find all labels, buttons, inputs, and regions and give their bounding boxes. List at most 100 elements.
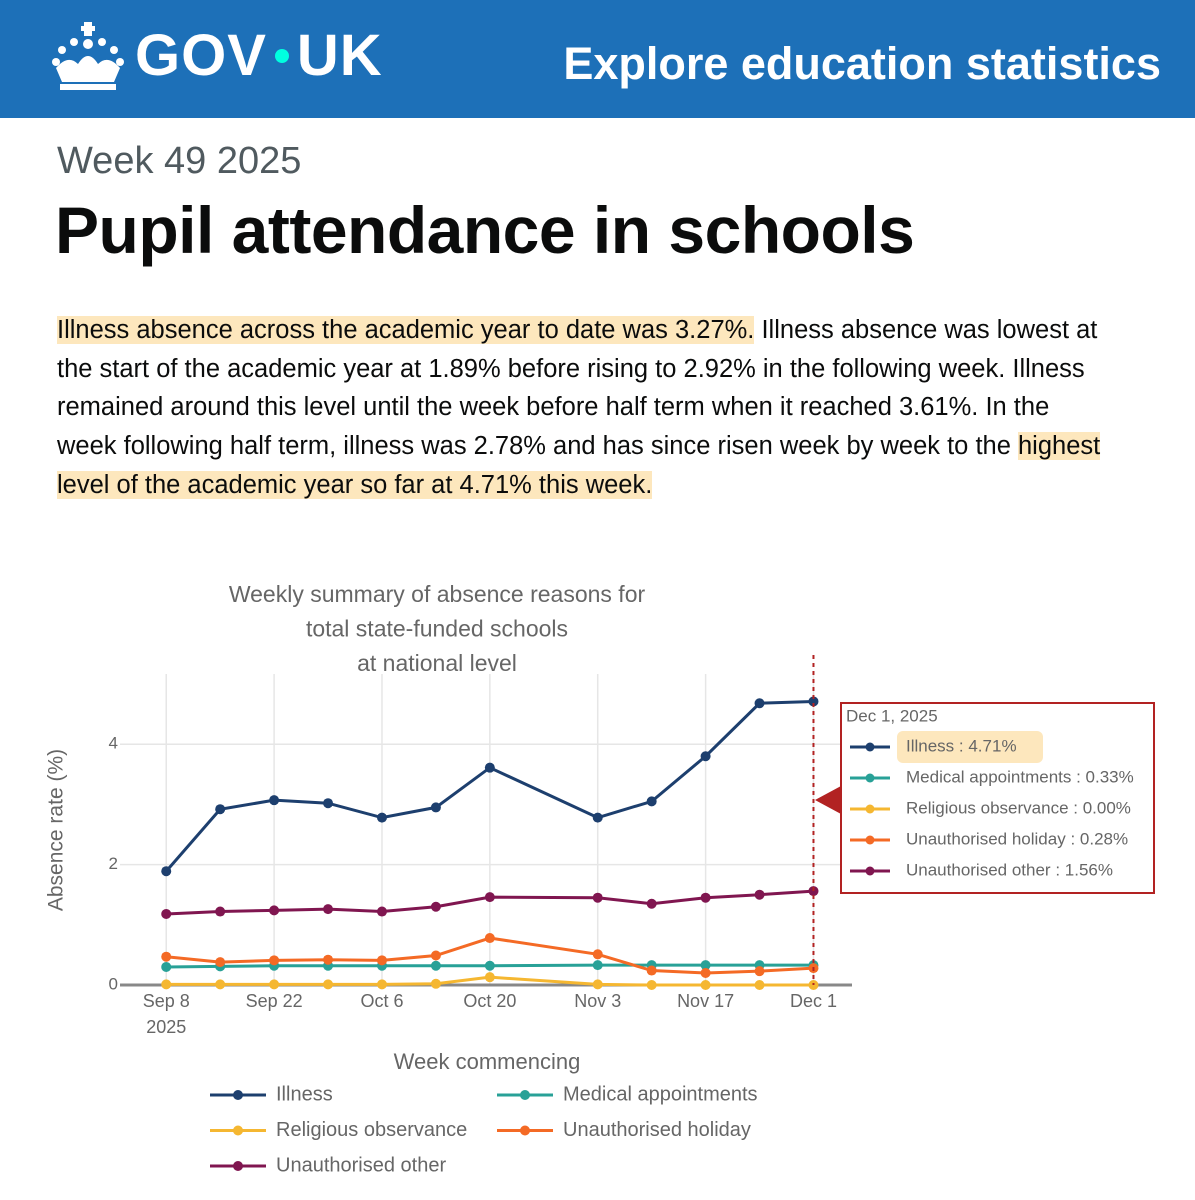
- legend-marker: [520, 1125, 530, 1136]
- x-axis-label: Week commencing: [394, 1049, 581, 1074]
- series-line: [166, 963, 814, 969]
- legend-label: Medical appointments: [563, 1083, 758, 1105]
- data-point: [430, 978, 441, 989]
- data-point: [269, 979, 280, 990]
- legend-label: Illness: [276, 1083, 333, 1105]
- data-point: [161, 866, 172, 877]
- x-tick-label-box: Oct 6: [360, 991, 404, 1011]
- data-point: [323, 904, 334, 915]
- brand-text: GOV: [135, 23, 267, 88]
- caption: Week 49 2025: [57, 140, 302, 182]
- crown-logo: [52, 22, 124, 90]
- data-point: [808, 696, 819, 707]
- tooltip-item: Unauthorised other : 1.56%: [906, 860, 1113, 879]
- chart-title: total state-funded schools: [306, 616, 568, 642]
- summary: Illness absence across the academic year…: [57, 311, 1102, 505]
- data-point: [269, 955, 280, 966]
- chart-title: Weekly summary of absence reasons for: [229, 581, 646, 607]
- data-point: [592, 892, 603, 903]
- tooltip-marker: [865, 866, 875, 876]
- data-point: [161, 908, 172, 919]
- x-tick-label-box: Sep 8 2025: [142, 991, 190, 1037]
- series-line: [166, 889, 814, 916]
- x-tick-label-box: Dec 1: [789, 991, 837, 1011]
- tooltip-highlight: [897, 731, 1043, 763]
- tooltip-title: Dec 1, 2025: [846, 706, 938, 725]
- data-point: [484, 960, 495, 971]
- legend-marker: [233, 1090, 243, 1100]
- tooltip-item: Medical appointments : 0.33%: [906, 767, 1134, 786]
- tooltip-item: Religious observance : 0.00%: [906, 798, 1131, 817]
- chart: Weekly summary of absence reasons for tot…: [45, 581, 1155, 1176]
- highlighted-text: Illness absence across the academic year…: [57, 316, 755, 344]
- tooltip-marker: [865, 804, 875, 814]
- tooltip-item: Illness : 4.71%: [906, 736, 1017, 755]
- data-point: [323, 954, 334, 965]
- tooltip-item: Unauthorised holiday : 0.28%: [906, 829, 1128, 848]
- series-line: [166, 975, 814, 987]
- x-tick-label: Sep 22: [245, 991, 303, 1011]
- y-tick-label: 4: [109, 734, 118, 753]
- data-point: [700, 980, 711, 990]
- data-point: [376, 979, 387, 990]
- legend-marker: [233, 1125, 243, 1136]
- data-point: [700, 892, 711, 903]
- y-tick-label: 0: [109, 974, 118, 993]
- data-point: [592, 812, 603, 823]
- tooltip-box: [840, 702, 1155, 894]
- brand-text: UK: [296, 23, 383, 88]
- x-tick-label: Nov 17: [677, 991, 735, 1011]
- legend-label: Unauthorised holiday: [563, 1119, 751, 1141]
- data-point: [754, 980, 765, 990]
- tooltip-marker: [865, 742, 875, 752]
- data-point: [376, 906, 387, 917]
- data-point: [592, 979, 603, 990]
- data-point: [592, 949, 603, 960]
- brand-dot: [274, 48, 289, 63]
- data-point: [484, 762, 495, 773]
- data-point: [215, 957, 226, 968]
- x-tick-label: Oct 6: [360, 991, 404, 1011]
- x-tick-label: Dec 1: [789, 991, 837, 1011]
- service-name[interactable]: Explore education statistics: [563, 38, 1161, 89]
- chart-title: at national level: [357, 650, 517, 676]
- data-point: [269, 795, 280, 806]
- data-point: [754, 889, 765, 900]
- data-point: [269, 905, 280, 916]
- data-point: [323, 798, 334, 809]
- x-tick-label: Sep 8 2025: [142, 991, 190, 1037]
- data-point: [484, 892, 495, 903]
- tooltip-pointer: [815, 786, 841, 814]
- data-point: [700, 751, 711, 762]
- brand[interactable]: GOV UK: [135, 22, 383, 89]
- x-tick-label-box: Oct 20: [463, 991, 516, 1011]
- data-point: [646, 796, 657, 807]
- tooltip-marker: [865, 773, 875, 783]
- data-point: [323, 979, 334, 990]
- data-point: [215, 906, 226, 917]
- data-point: [646, 980, 657, 990]
- x-tick-label-box: Sep 22: [245, 991, 303, 1011]
- data-point: [430, 802, 441, 813]
- data-point: [484, 933, 495, 944]
- data-point: [592, 960, 603, 971]
- data-point: [754, 698, 765, 709]
- data-point: [700, 967, 711, 978]
- data-point: [754, 966, 765, 977]
- legend-label: Unauthorised other: [276, 1154, 446, 1176]
- y-tick-label: 2: [109, 854, 118, 873]
- data-point: [430, 950, 441, 961]
- y-axis-label: Absence rate (%): [45, 749, 68, 911]
- x-tick-label-box: Nov 17: [677, 991, 735, 1011]
- data-point: [215, 979, 226, 990]
- data-point: [376, 955, 387, 966]
- data-point: [376, 812, 387, 823]
- data-point: [161, 951, 172, 962]
- series-line: [166, 936, 814, 975]
- header: GOV UK Explore education statistics: [0, 0, 1195, 118]
- data-point: [161, 979, 172, 990]
- data-point: [646, 965, 657, 976]
- data-point: [430, 960, 441, 971]
- series-line: [165, 699, 814, 873]
